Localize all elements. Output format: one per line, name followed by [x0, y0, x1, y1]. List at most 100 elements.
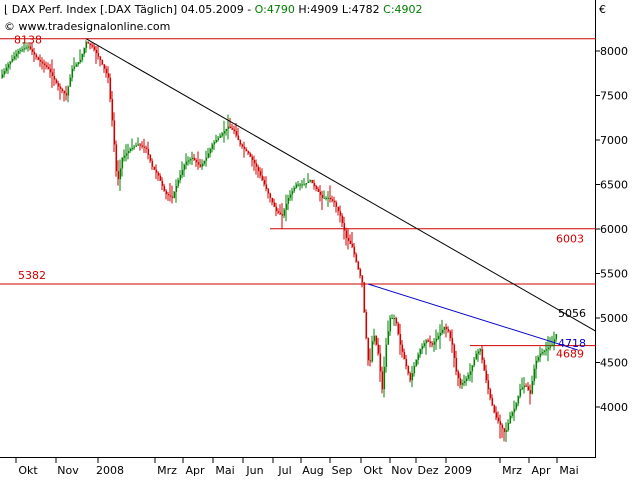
candle-body: [267, 188, 270, 194]
candle-body: [277, 211, 280, 213]
candle-body: [439, 332, 442, 336]
candle-body: [523, 385, 526, 388]
candle-body: [135, 145, 138, 147]
copyright-text: © www.tradesignalonline.com: [4, 20, 171, 33]
candle-body: [453, 344, 456, 359]
level-label: 8138: [14, 34, 42, 47]
candle-body: [51, 72, 54, 76]
candle-body: [293, 187, 296, 192]
candle-body: [509, 415, 512, 424]
candle-body: [139, 144, 142, 146]
candle-body: [23, 48, 26, 50]
level-label: 6003: [556, 233, 584, 246]
candle-body: [531, 381, 534, 394]
candle-body: [289, 194, 292, 198]
candle-body: [279, 212, 282, 215]
candle-body: [317, 188, 320, 192]
candle-body: [521, 387, 524, 390]
candle-body: [271, 197, 274, 203]
candle-body: [309, 180, 312, 182]
candle-body: [31, 49, 34, 52]
candle-body: [137, 144, 140, 146]
candle-body: [551, 344, 554, 347]
candle-body: [511, 412, 514, 416]
trendline-label: 5056: [558, 307, 586, 320]
candle-body: [29, 46, 32, 50]
candle-body: [133, 146, 136, 148]
candle-body: [123, 155, 126, 158]
candle-body: [353, 246, 356, 255]
candle-body: [169, 195, 172, 197]
candle-body: [215, 140, 218, 143]
candle-body: [421, 346, 424, 350]
level-label: 5382: [18, 269, 46, 282]
candle-body: [281, 214, 284, 216]
candle-body: [327, 197, 330, 199]
candle-body: [261, 175, 264, 181]
candle-body: [175, 185, 178, 192]
candle-body: [347, 237, 350, 241]
candle-body: [545, 349, 548, 351]
candle-body: [257, 166, 260, 172]
candle-body: [229, 126, 232, 129]
candle-body: [11, 59, 14, 62]
candle-body: [181, 169, 184, 175]
candle-body: [143, 146, 146, 148]
candle-body: [179, 174, 182, 181]
candle-body: [121, 157, 124, 169]
candle-body: [235, 131, 238, 136]
candle-body: [413, 366, 416, 374]
candle-body: [463, 381, 466, 383]
x-tick-label: Apr: [531, 464, 551, 477]
candle-body: [495, 412, 498, 418]
candle-body: [395, 318, 398, 324]
candle-body: [167, 194, 170, 196]
candle-body: [59, 86, 62, 89]
candle-body: [517, 396, 520, 404]
y-tick-label: 6000: [600, 223, 628, 236]
y-tick-label: 5500: [600, 268, 628, 281]
candle-body: [237, 135, 240, 140]
candle-body: [345, 230, 348, 238]
y-tick-label: 7500: [600, 90, 628, 103]
candle-body: [431, 343, 434, 345]
candle-body: [397, 323, 400, 335]
candle-body: [339, 211, 342, 216]
candle-body: [53, 75, 56, 80]
x-tick-label: Nov: [57, 464, 79, 477]
candle-body: [301, 184, 304, 186]
candle-body: [57, 83, 60, 87]
candle-body: [365, 312, 368, 339]
candle-body: [335, 202, 338, 207]
candle-body: [513, 408, 516, 413]
currency-symbol: €: [599, 3, 606, 16]
x-tick-label: Nov: [391, 464, 413, 477]
candle-body: [69, 77, 72, 87]
candle-body: [369, 360, 372, 362]
candle-body: [9, 61, 12, 65]
candle-body: [105, 68, 108, 74]
candle-body: [331, 199, 334, 201]
candle-body: [445, 326, 448, 330]
upper-trendline: [85, 38, 597, 332]
candle-body: [79, 59, 82, 63]
candle-body: [117, 171, 120, 180]
candle-body: [313, 183, 316, 186]
x-tick-label: Mrz: [157, 464, 177, 477]
x-tick-label: Mrz: [502, 464, 522, 477]
candle-body: [417, 354, 420, 360]
candle-body: [39, 59, 42, 62]
candle-body: [75, 64, 78, 67]
x-tick-label: Jul: [277, 464, 291, 477]
candle-body: [19, 50, 22, 52]
candle-body: [437, 335, 440, 339]
candle-body: [223, 131, 226, 134]
candle-body: [3, 71, 6, 75]
close-value: C:4902: [383, 3, 423, 16]
candle-body: [49, 68, 52, 73]
candle-body: [203, 160, 206, 164]
candle-body: [193, 157, 196, 161]
candle-body: [461, 382, 464, 385]
candle-body: [1, 74, 4, 78]
candle-body: [475, 353, 478, 360]
